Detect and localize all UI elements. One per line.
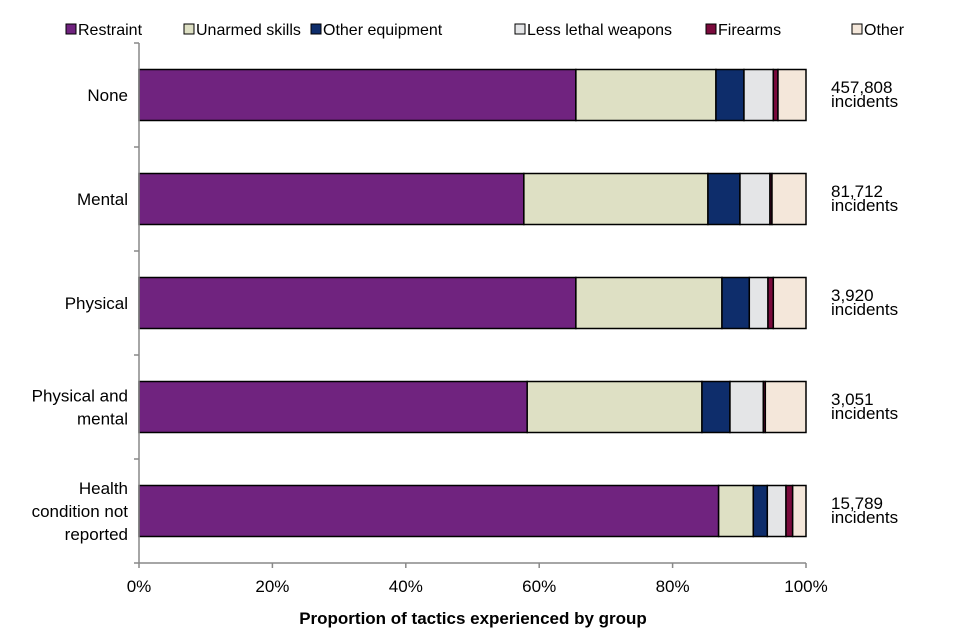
x-tick-label: 80% bbox=[656, 577, 690, 596]
incident-label: incidents bbox=[831, 196, 898, 215]
bar-segment bbox=[138, 276, 577, 330]
legend-swatch bbox=[310, 23, 322, 35]
legend-label: Firearms bbox=[718, 22, 781, 39]
legend: Restraint Unarmed skills Other equipment Le… bbox=[65, 22, 905, 39]
incident-count: 3,051 bbox=[831, 390, 874, 409]
bar-segment bbox=[766, 484, 787, 538]
bar-segment bbox=[138, 172, 525, 226]
bars bbox=[138, 68, 807, 538]
legend-item: Less lethal weapons bbox=[514, 22, 672, 39]
bar-segment bbox=[575, 68, 717, 122]
bar-segment bbox=[752, 484, 769, 538]
bar-segment bbox=[785, 484, 794, 538]
bar-group bbox=[138, 172, 807, 226]
category-label: None bbox=[87, 86, 128, 105]
legend-item: Other bbox=[851, 22, 905, 39]
x-tick-label: 20% bbox=[255, 577, 289, 596]
legend-swatch bbox=[851, 23, 863, 35]
legend-swatch bbox=[183, 23, 195, 35]
bar-segment bbox=[575, 276, 723, 330]
category-label: condition not bbox=[32, 502, 129, 521]
bar-segment bbox=[771, 172, 807, 226]
bar-group bbox=[138, 380, 807, 434]
category-label: Health bbox=[79, 479, 128, 498]
category-label: Physical bbox=[65, 294, 128, 313]
legend-label: Restraint bbox=[78, 22, 143, 39]
bar-segment bbox=[739, 172, 771, 226]
incident-count: 81,712 bbox=[831, 182, 883, 201]
bar-segment bbox=[777, 68, 807, 122]
incident-count: 15,789 bbox=[831, 494, 883, 513]
bar-segment bbox=[526, 380, 703, 434]
bar-segment bbox=[791, 484, 807, 538]
bar-segment bbox=[715, 68, 745, 122]
bar-segment bbox=[748, 276, 769, 330]
legend-swatch bbox=[65, 23, 77, 35]
legend-item: Restraint bbox=[65, 22, 143, 39]
x-tick-label: 0% bbox=[127, 577, 152, 596]
legend-item: Unarmed skills bbox=[183, 22, 301, 39]
x-axis-title: Proportion of tactics experienced by gro… bbox=[299, 609, 647, 628]
legend-label: Other equipment bbox=[323, 22, 443, 39]
bar-segment bbox=[772, 276, 807, 330]
incident-label: incidents bbox=[831, 92, 898, 111]
x-tick-label: 60% bbox=[522, 577, 556, 596]
legend-swatch bbox=[514, 23, 526, 35]
category-label: Mental bbox=[77, 190, 128, 209]
bar-segment bbox=[764, 380, 807, 434]
category-label: Physical and bbox=[32, 387, 128, 406]
incident-label: incidents bbox=[831, 404, 898, 423]
bar-segment bbox=[767, 276, 775, 330]
incident-label: incidents bbox=[831, 508, 898, 527]
legend-label: Other bbox=[864, 22, 905, 39]
x-tick-label: 40% bbox=[389, 577, 423, 596]
legend-label: Less lethal weapons bbox=[527, 22, 672, 39]
bar-segment bbox=[707, 172, 741, 226]
incident-label: incidents bbox=[831, 300, 898, 319]
bar-segment bbox=[138, 380, 528, 434]
bar-segment bbox=[717, 484, 755, 538]
bar-segment bbox=[138, 484, 720, 538]
category-label: mental bbox=[77, 410, 128, 429]
legend-item: Other equipment bbox=[310, 22, 443, 39]
category-label: reported bbox=[65, 525, 128, 544]
legend-item: Firearms bbox=[705, 22, 781, 39]
incident-count: 3,920 bbox=[831, 286, 874, 305]
bar-group bbox=[138, 276, 807, 330]
legend-swatch bbox=[705, 23, 717, 35]
bar-segment bbox=[743, 68, 775, 122]
bar-group bbox=[138, 68, 807, 122]
bar-segment bbox=[523, 172, 709, 226]
bar-segment bbox=[701, 380, 731, 434]
bar-segment bbox=[138, 68, 577, 122]
incident-count: 457,808 bbox=[831, 78, 892, 97]
legend-label: Unarmed skills bbox=[196, 22, 301, 39]
x-tick-label: 100% bbox=[784, 577, 827, 596]
bar-segment bbox=[721, 276, 751, 330]
bar-segment bbox=[729, 380, 765, 434]
bar-group bbox=[138, 484, 807, 538]
